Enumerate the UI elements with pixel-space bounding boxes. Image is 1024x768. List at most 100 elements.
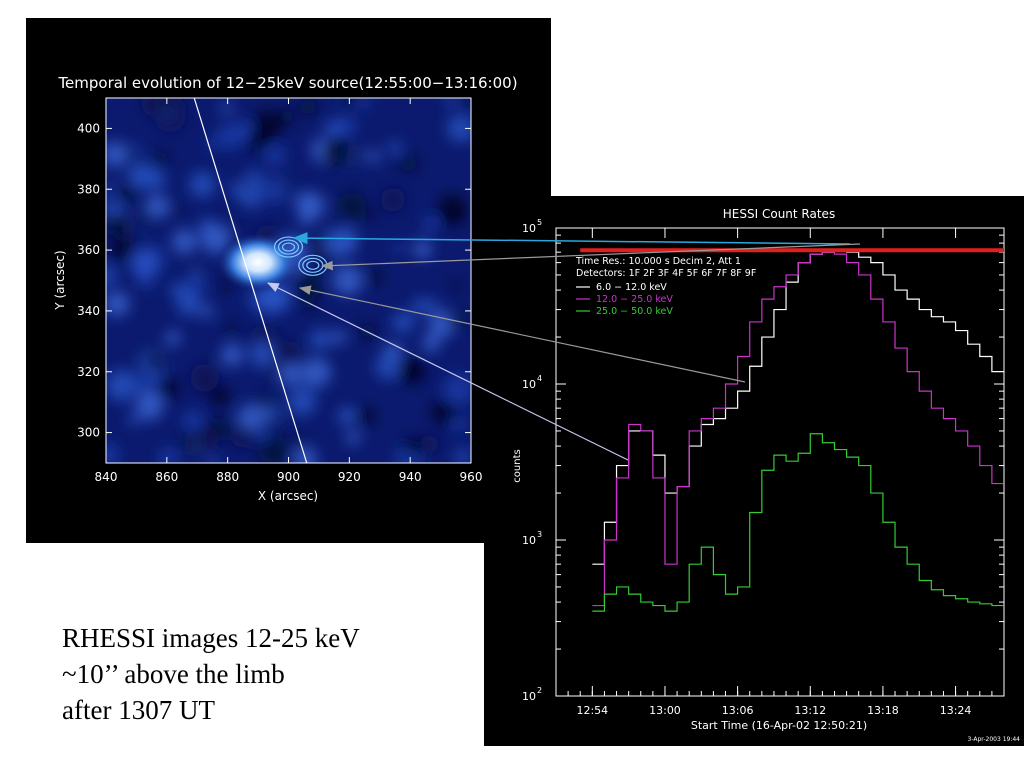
texture-blob <box>158 447 179 463</box>
texture-blob <box>145 194 170 219</box>
texture-blob <box>106 291 130 317</box>
x-tick-label: 860 <box>155 470 178 484</box>
legend-label: 25.0 − 50.0 keV <box>596 306 673 317</box>
texture-blob <box>190 268 203 281</box>
y-tick-label: 10 <box>522 222 536 235</box>
x-tick-label: 960 <box>460 470 483 484</box>
rhessi-image-panel: Temporal evolution of 12−25keV source(12… <box>26 18 551 543</box>
texture-blob <box>451 416 467 432</box>
plot-title: HESSI Count Rates <box>723 207 835 221</box>
texture-blob <box>135 392 164 421</box>
texture-blob <box>130 250 158 277</box>
source-image-plot: Temporal evolution of 12−25keV source(12… <box>53 74 518 503</box>
y-tick-label: 380 <box>77 182 100 196</box>
texture-blob <box>127 161 156 190</box>
texture-blob <box>321 136 352 167</box>
texture-blob <box>412 297 429 315</box>
texture-blob <box>375 354 401 380</box>
y-tick-exponent: 4 <box>537 374 542 383</box>
texture-blob <box>171 229 198 255</box>
y-tick-exponent: 5 <box>537 218 542 227</box>
texture-blob <box>380 187 406 213</box>
texture-blob <box>346 430 361 445</box>
texture-blob <box>106 369 138 402</box>
x-axis-label: Start Time (16-Apr-02 12:50:21) <box>691 719 867 732</box>
info-box: Time Res.: 10.000 s Decim 2, Att 1 Detec… <box>575 256 756 279</box>
texture-blob <box>225 322 238 335</box>
texture-blob <box>444 98 462 108</box>
texture-blob <box>356 98 370 110</box>
texture-blob <box>420 434 439 454</box>
x-axis-ticks: 12:54 13:00 13:06 13:12 13:18 13:24 <box>567 228 993 717</box>
legend-label: 12.0 − 25.0 keV <box>596 294 673 305</box>
texture-blob <box>220 343 244 367</box>
texture-blob <box>357 407 376 426</box>
y-axis-label: Y (arcsec) <box>53 250 67 310</box>
texture-blob <box>390 344 403 357</box>
texture-blob <box>106 443 120 463</box>
plot-frame <box>555 227 1005 697</box>
texture-blob <box>450 280 462 292</box>
texture-blob <box>422 216 438 232</box>
x-tick-label: 840 <box>95 470 118 484</box>
texture-blob <box>343 98 358 107</box>
texture-blob <box>106 141 128 168</box>
series-line <box>592 433 1004 612</box>
texture-blob <box>168 203 180 215</box>
texture-blob <box>393 242 405 255</box>
texture-blob <box>359 323 376 340</box>
texture-blob <box>403 436 423 456</box>
texture-blob <box>338 192 366 220</box>
texture-blob <box>106 212 127 235</box>
y-tick-label: 10 <box>522 378 536 391</box>
texture-blob <box>208 457 219 463</box>
x-tick-label: 12:54 <box>576 704 608 717</box>
texture-blob <box>209 386 231 407</box>
texture-blob <box>443 374 471 405</box>
texture-blob <box>194 425 219 450</box>
x-tick-label: 13:18 <box>867 704 899 717</box>
texture-blob <box>247 128 271 152</box>
y-tick-label: 360 <box>77 243 100 257</box>
source-contour <box>281 242 296 252</box>
texture-blob <box>106 265 117 286</box>
texture-blob <box>190 363 220 393</box>
series-line <box>592 251 1004 607</box>
source-contour <box>277 239 300 255</box>
texture-blob <box>398 358 424 384</box>
x-tick-label: 13:06 <box>722 704 754 717</box>
y-tick-exponent: 2 <box>537 686 542 695</box>
x-axis-ticks: 840 860 880 900 920 940 960 <box>95 98 483 484</box>
texture-blob <box>297 191 325 220</box>
caption-line-1: RHESSI images 12-25 keV <box>62 623 360 653</box>
info-line-2: Detectors: 1F 2F 3F 4F 5F 6F 7F 8F 9F <box>576 268 756 279</box>
texture-blob <box>143 350 167 374</box>
texture-blob <box>292 447 317 463</box>
source-contour <box>306 260 320 270</box>
x-tick-label: 920 <box>338 470 361 484</box>
texture-blob <box>332 265 363 296</box>
texture-blob <box>116 181 138 203</box>
bright-source <box>216 232 301 293</box>
texture-blob <box>182 410 204 431</box>
y-tick-label: 320 <box>77 365 100 379</box>
x-tick-label: 13:12 <box>794 704 826 717</box>
texture-blob <box>413 239 432 259</box>
legend-label: 6.0 − 12.0 keV <box>596 282 667 293</box>
texture-blob <box>392 311 415 334</box>
texture-blob <box>156 377 180 400</box>
image-title: Temporal evolution of 12−25keV source(12… <box>57 74 517 92</box>
texture-blob <box>200 305 214 319</box>
info-line-1: Time Res.: 10.000 s Decim 2, Att 1 <box>575 256 741 267</box>
texture-blob <box>249 340 276 368</box>
x-tick-label: 900 <box>277 470 300 484</box>
x-tick-label: 880 <box>216 470 239 484</box>
texture-blob <box>309 328 331 350</box>
texture-blob <box>294 272 322 300</box>
texture-blob <box>220 102 233 114</box>
texture-blob <box>239 185 263 209</box>
texture-blob <box>141 98 169 116</box>
